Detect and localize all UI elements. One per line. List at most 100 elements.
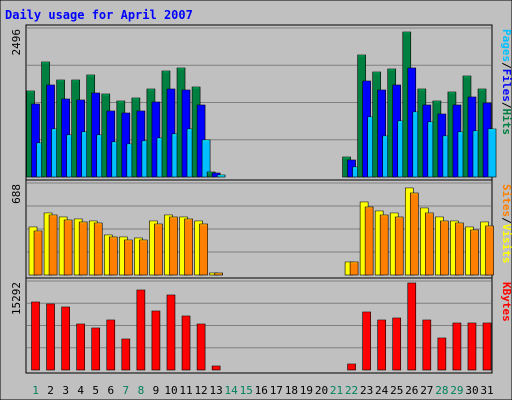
bar-fill [437, 337, 447, 371]
bar-fill [106, 319, 116, 371]
bar-sites-day-1 [33, 230, 43, 276]
bar-fill [379, 214, 389, 276]
bar-fill [108, 236, 118, 276]
bar-fill [349, 261, 359, 276]
bar-fill [364, 206, 374, 276]
bar-kbytes-day-25 [392, 317, 402, 371]
legend-part: Pages [500, 29, 512, 62]
bar-sites-day-12 [199, 223, 208, 276]
day-label-11: 11 [179, 384, 192, 397]
bar-fill [392, 317, 402, 371]
day-label-10: 10 [164, 384, 177, 397]
bar-fill [201, 139, 211, 178]
bar-sites-day-22 [349, 261, 359, 276]
day-label-29: 29 [450, 384, 463, 397]
panel-max-label: 688 [10, 184, 23, 204]
bar-fill [184, 218, 193, 276]
day-label-7: 7 [123, 384, 130, 397]
bar-fill [455, 222, 464, 276]
day-label-30: 30 [465, 384, 478, 397]
bar-fill [166, 88, 176, 178]
bar-fill [151, 310, 161, 371]
bar-kbytes-day-4 [76, 323, 85, 371]
chart-title: Daily usage for April 2007 [5, 8, 193, 22]
bar-fill [347, 363, 356, 371]
panel-visits-sites: 688 Sites/Visits [10, 179, 512, 279]
bar-fill [211, 365, 221, 371]
bar-files-day-10 [166, 88, 176, 178]
bar-fill [362, 311, 371, 371]
bar-kbytes-day-9 [151, 310, 161, 371]
bar-sites-day-2 [48, 214, 58, 276]
day-label-19: 19 [300, 384, 313, 397]
bar-kbytes-day-7 [121, 338, 131, 371]
bar-fill [409, 192, 419, 276]
bar-sites-day-10 [169, 216, 178, 276]
bar-kbytes-day-23 [362, 311, 371, 371]
panel-legend: Pages/Files/Hits [500, 29, 512, 135]
bar-fill [425, 212, 434, 276]
legend-part: KBytes [500, 282, 512, 322]
bar-pages-day-12 [201, 139, 211, 178]
bar-kbytes-day-13 [211, 365, 221, 371]
bar-kbytes-day-1 [31, 301, 40, 371]
legend-part: Hits [500, 109, 512, 136]
day-label-8: 8 [138, 384, 145, 397]
day-label-28: 28 [435, 384, 448, 397]
bar-kbytes-day-3 [61, 306, 70, 371]
bar-fill [169, 216, 178, 276]
day-label-12: 12 [194, 384, 207, 397]
bar-sites-day-5 [93, 222, 103, 276]
panel-hits-files-pages: 2496 Pages/Files/Hits [10, 24, 512, 181]
bar-kbytes-day-2 [46, 303, 55, 371]
bar-fill [91, 327, 101, 371]
panel-legend: Sites/Visits [500, 184, 512, 264]
day-label-5: 5 [92, 384, 99, 397]
panel-kbytes: 15292 KBytes [10, 277, 512, 374]
bar-fill [46, 303, 55, 371]
bar-fill [61, 306, 70, 371]
bar-sites-day-29 [455, 222, 464, 276]
bar-kbytes-day-11 [181, 315, 191, 371]
day-label-26: 26 [405, 384, 418, 397]
bar-sites-day-25 [394, 216, 404, 276]
bar-sites-day-31 [485, 225, 494, 276]
bar-sites-day-13 [214, 272, 223, 276]
bar-fill [377, 319, 386, 371]
bar-kbytes-day-28 [437, 337, 447, 371]
bar-fill [470, 229, 479, 276]
day-label-16: 16 [255, 384, 268, 397]
bar-sites-day-24 [379, 214, 389, 276]
day-label-21: 21 [330, 384, 343, 397]
legend-part: Files [500, 69, 512, 102]
bar-fill [93, 222, 103, 276]
bar-kbytes-day-26 [407, 282, 417, 371]
bar-fill [467, 322, 477, 371]
bar-fill [440, 220, 449, 276]
bar-fill [487, 128, 497, 178]
panel-bars [26, 31, 497, 178]
bar-fill [181, 315, 191, 371]
day-label-15: 15 [240, 384, 253, 397]
day-label-9: 9 [153, 384, 160, 397]
bar-fill [33, 230, 43, 276]
legend-part: / [500, 62, 512, 69]
bar-sites-day-8 [139, 239, 148, 276]
bar-files-day-24 [377, 89, 386, 178]
bar-fill [31, 301, 40, 371]
bar-fill [422, 319, 432, 371]
bar-pages-day-31 [487, 128, 497, 178]
bar-fill [78, 221, 88, 276]
bar-fill [136, 289, 146, 371]
bar-fill [196, 323, 206, 371]
day-label-25: 25 [390, 384, 403, 397]
bar-fill [139, 239, 148, 276]
bar-fill [452, 322, 462, 371]
bar-sites-day-4 [78, 221, 88, 276]
bar-sites-day-30 [470, 229, 479, 276]
bar-fill [377, 89, 386, 178]
bar-kbytes-day-22 [347, 363, 356, 371]
bar-kbytes-day-27 [422, 319, 432, 371]
